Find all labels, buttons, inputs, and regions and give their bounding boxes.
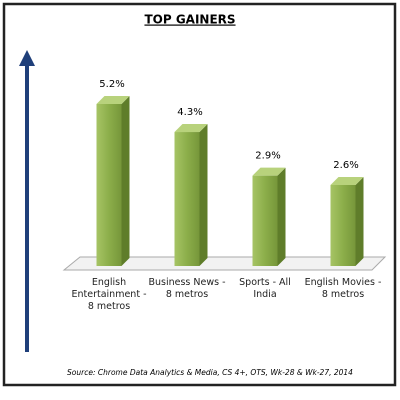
bar xyxy=(252,175,278,266)
bar xyxy=(174,132,200,266)
arrow-head xyxy=(19,50,35,66)
x-tick-label: Sports - All India xyxy=(239,277,291,300)
bar-top xyxy=(330,177,364,185)
source-note: Source: Chrome Data Analytics & Media, C… xyxy=(67,368,353,377)
x-tick-label: Business News - 8 metros xyxy=(148,277,226,300)
chart-title: TOP GAINERS xyxy=(144,13,235,27)
bar xyxy=(96,104,122,266)
x-tick-label: English Entertainment - 8 metros xyxy=(71,277,147,312)
x-tick-label: English Movies - 8 metros xyxy=(304,277,382,300)
bar-top xyxy=(252,167,286,176)
bar-side xyxy=(355,177,364,266)
value-label: 2.9% xyxy=(255,151,280,162)
bar xyxy=(330,185,356,266)
value-label: 2.6% xyxy=(333,160,358,171)
bar-side xyxy=(277,167,286,266)
bar-top xyxy=(174,124,208,133)
bar-top xyxy=(96,96,130,104)
bar-side xyxy=(121,96,130,266)
value-label: 4.3% xyxy=(177,107,202,118)
value-label: 5.2% xyxy=(99,79,124,90)
bar-side xyxy=(199,124,208,267)
